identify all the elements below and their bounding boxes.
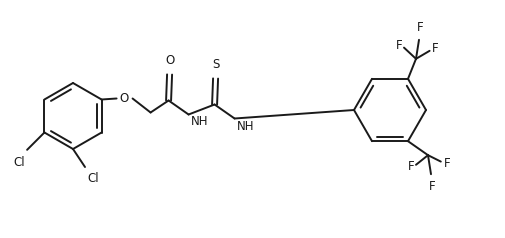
Text: F: F — [416, 21, 423, 34]
Text: F: F — [407, 160, 414, 173]
Text: S: S — [212, 59, 219, 71]
Text: F: F — [442, 157, 449, 170]
Text: NH: NH — [236, 119, 254, 133]
Text: Cl: Cl — [13, 156, 25, 169]
Text: F: F — [395, 39, 401, 52]
Text: F: F — [431, 42, 438, 55]
Text: F: F — [428, 180, 434, 193]
Text: Cl: Cl — [87, 172, 98, 185]
Text: NH: NH — [190, 115, 208, 129]
Text: O: O — [119, 92, 128, 105]
Text: O: O — [165, 55, 174, 68]
